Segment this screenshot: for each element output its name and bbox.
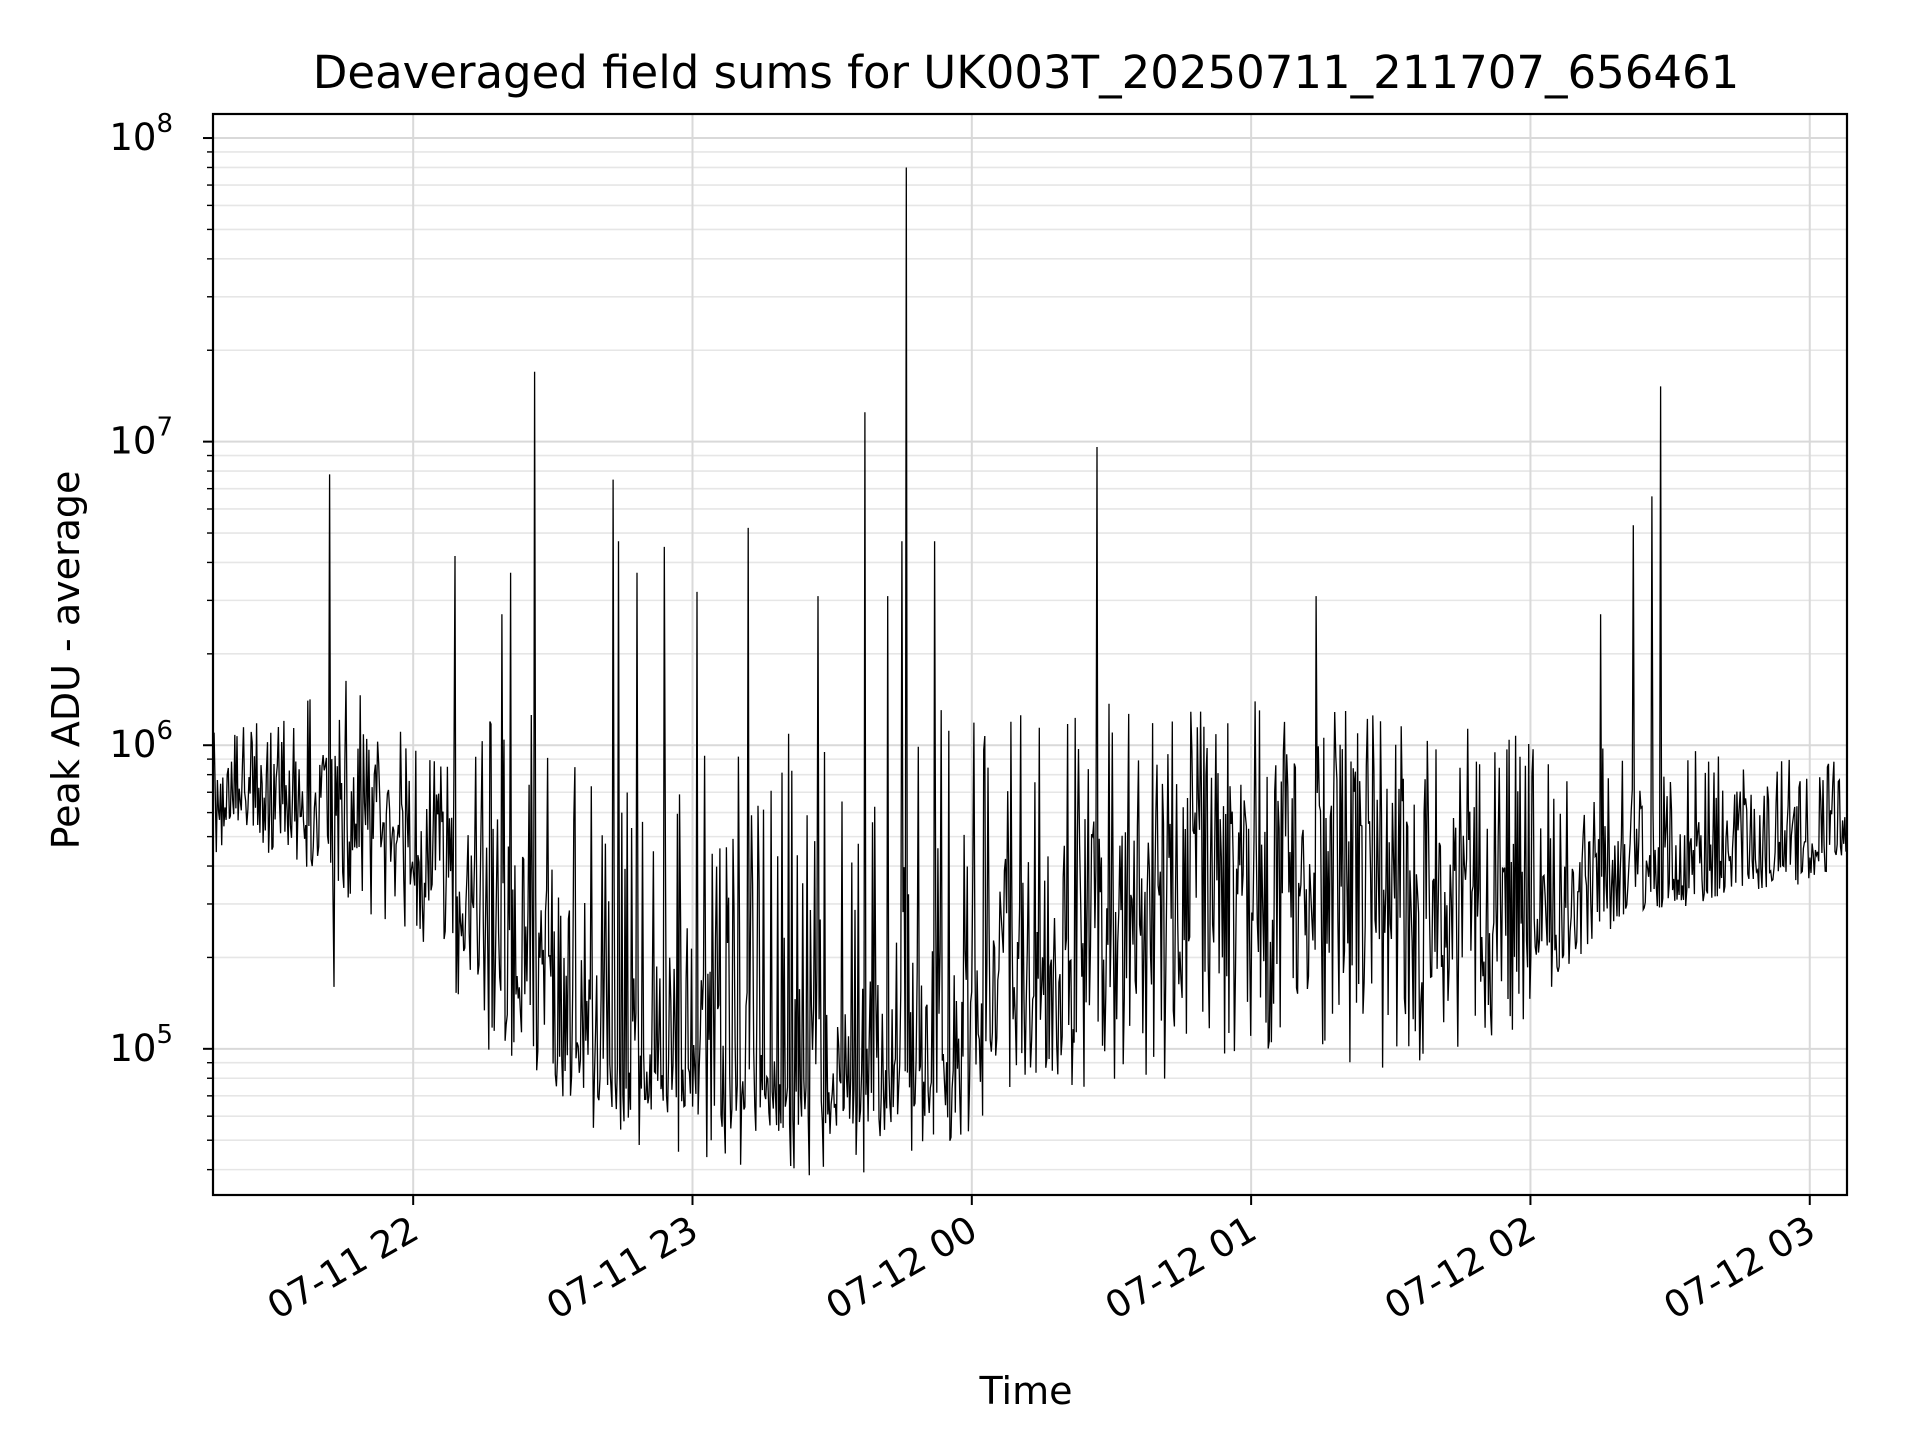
y-tick-label: 108: [109, 109, 173, 159]
y-tick-label-exponent: 5: [156, 1020, 173, 1050]
y-tick-label-base: 10: [109, 723, 156, 766]
x-tick-label: 07-12 03: [1657, 1208, 1823, 1328]
data-series: [212, 167, 1848, 1176]
y-tick-label: 105: [109, 1020, 173, 1070]
chart-title: Deaveraged field sums for UK003T_2025071…: [313, 46, 1740, 99]
x-axis-label: Time: [979, 1369, 1073, 1413]
x-tick-label: 07-11 23: [539, 1208, 705, 1328]
y-axis-label: Peak ADU - average: [44, 471, 88, 850]
y-tick-label-exponent: 7: [156, 413, 173, 443]
y-tick-label: 107: [109, 413, 173, 463]
x-tick-label: 07-11 22: [260, 1208, 426, 1328]
x-tick-label: 07-12 01: [1098, 1208, 1264, 1328]
y-tick-label-exponent: 6: [156, 716, 173, 746]
y-tick-label-base: 10: [109, 1027, 156, 1070]
y-tick-label-exponent: 8: [156, 109, 173, 139]
x-tick-label: 07-12 02: [1377, 1208, 1543, 1328]
y-tick-label-base: 10: [109, 116, 156, 159]
x-tick-label: 07-12 00: [819, 1208, 985, 1328]
y-tick-label: 106: [109, 716, 173, 766]
minor-gridlines: [213, 151, 1847, 1171]
series-line: [212, 167, 1848, 1176]
x-axis-ticks: 07-11 22 07-11 23 07-12 00 07-12 01 07-12 02…: [260, 1195, 1822, 1328]
y-tick-label-base: 10: [109, 420, 156, 463]
